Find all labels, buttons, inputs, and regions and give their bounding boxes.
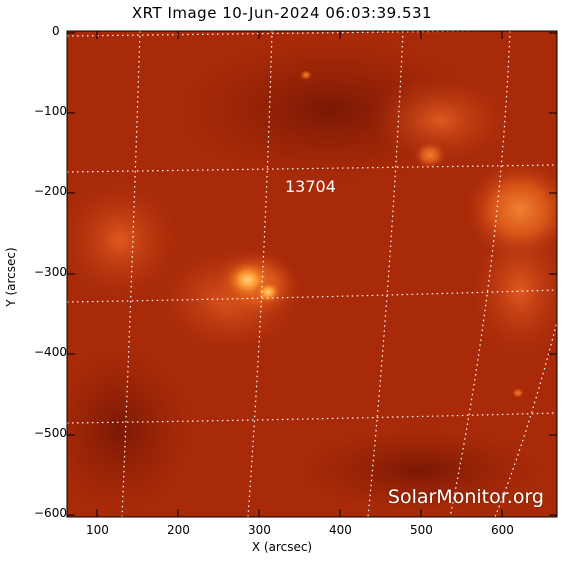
coordinate-grid xyxy=(67,31,557,517)
y-tick-label: 0 xyxy=(52,24,60,38)
active-region-label: 13704 xyxy=(285,177,336,196)
watermark: SolarMonitor.org xyxy=(387,486,544,508)
axis-ticks xyxy=(67,31,557,517)
y-tick-label: −400 xyxy=(34,345,67,359)
y-tick-label: −100 xyxy=(34,104,67,118)
x-tick-label: 500 xyxy=(410,523,433,537)
x-tick-label: 600 xyxy=(491,523,514,537)
y-tick-label: −500 xyxy=(34,426,67,440)
y-axis-label: Y (arcsec) xyxy=(4,247,18,307)
image-title: XRT Image 10-Jun-2024 06:03:39.531 xyxy=(131,4,433,22)
xrt-image xyxy=(67,31,557,517)
y-tick-label: −300 xyxy=(34,265,67,279)
x-tick-label: 300 xyxy=(248,523,271,537)
x-tick-label: 400 xyxy=(329,523,352,537)
x-tick-label: 200 xyxy=(167,523,190,537)
y-tick-label: −200 xyxy=(34,184,67,198)
x-tick-label: 100 xyxy=(86,523,109,537)
x-axis-label: X (arcsec) xyxy=(251,540,313,554)
y-tick-label: −600 xyxy=(34,506,67,520)
